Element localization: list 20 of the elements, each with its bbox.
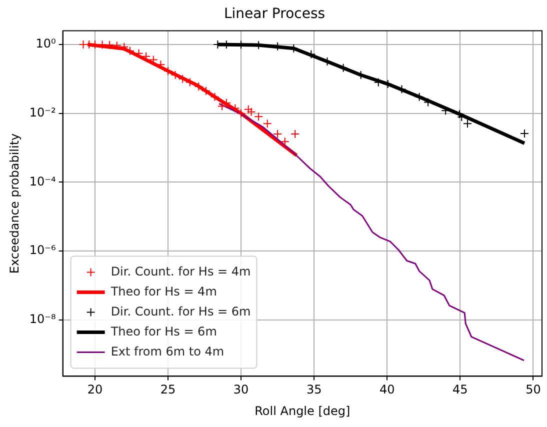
legend-label: Theo for Hs = 4m: [110, 284, 217, 298]
legend-label: Dir. Count. for Hs = 4m: [110, 264, 251, 278]
legend-label: Ext from 6m to 4m: [110, 344, 224, 358]
x-tick-label: 50: [526, 382, 541, 397]
chart-title: Linear Process: [224, 6, 326, 22]
y-tick-label: 10⁻⁴: [29, 174, 56, 188]
y-tick-label: 10⁻⁶: [29, 243, 56, 258]
x-tick-label: 25: [160, 382, 176, 397]
x-tick-label: 45: [452, 382, 468, 397]
x-tick-label: 30: [233, 382, 249, 397]
legend-label: Theo for Hs = 6m: [110, 324, 217, 338]
y-tick-label: 10⁻²: [29, 105, 56, 120]
y-axis-title: Exceedance probability: [7, 133, 22, 274]
y-tick-label: 10⁰: [36, 36, 56, 51]
x-tick-label: 40: [380, 382, 395, 397]
y-tick-label: 10⁻⁸: [29, 312, 56, 326]
x-tick-label: 20: [87, 382, 103, 397]
x-tick-label: 35: [306, 382, 322, 397]
legend-label: Dir. Count. for Hs = 6m: [110, 304, 251, 318]
x-axis-title: Roll Angle [deg]: [254, 404, 350, 418]
